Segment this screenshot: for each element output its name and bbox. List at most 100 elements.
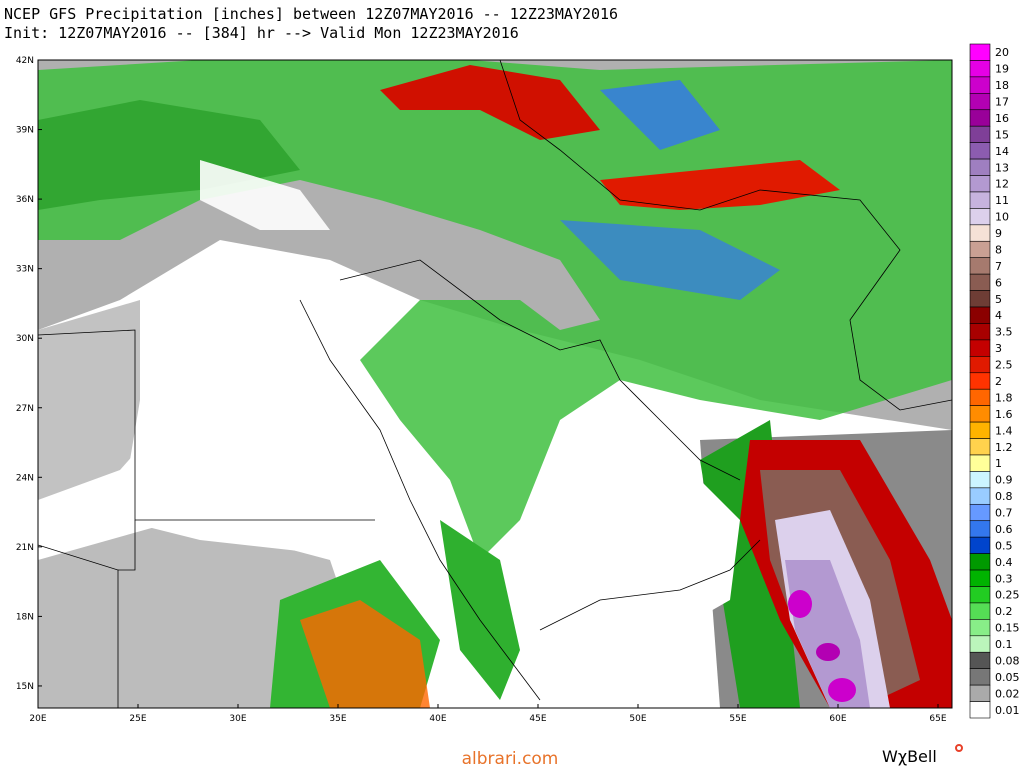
legend-label: 14 xyxy=(995,145,1009,158)
legend-label: 0.01 xyxy=(995,704,1020,717)
lat-label: 42N xyxy=(16,56,34,66)
legend-label: 0.6 xyxy=(995,523,1013,536)
legend-label: 0.25 xyxy=(995,589,1020,602)
lat-label: 18N xyxy=(16,612,34,622)
lat-label: 21N xyxy=(16,543,34,553)
lon-label: 20E xyxy=(29,714,46,724)
legend-swatch xyxy=(969,503,991,522)
legend-swatch xyxy=(969,43,991,61)
map-frame xyxy=(37,59,953,709)
legend-swatch xyxy=(969,356,991,374)
legend-label: 16 xyxy=(995,112,1009,125)
legend-label: 1 xyxy=(995,457,1002,470)
legend-label: 10 xyxy=(995,211,1009,224)
lon-label: 50E xyxy=(629,714,646,724)
legend-swatch xyxy=(969,257,991,275)
legend-label: 4 xyxy=(995,309,1002,322)
legend-swatch xyxy=(969,76,991,94)
lon-label: 60E xyxy=(829,714,846,724)
legend-label: 8 xyxy=(995,243,1002,256)
lon-label: 35E xyxy=(329,714,346,724)
legend-swatch xyxy=(969,93,991,111)
legend-swatch xyxy=(969,487,991,505)
legend-swatch xyxy=(969,142,991,160)
lon-label: 40E xyxy=(429,714,446,724)
legend-label: 0.2 xyxy=(995,605,1013,618)
lon-label: 45E xyxy=(529,714,546,724)
legend-swatch xyxy=(969,471,991,489)
legend-label: 1.8 xyxy=(995,391,1013,404)
legend-label: 0.8 xyxy=(995,490,1013,503)
legend-label: 1.4 xyxy=(995,424,1013,437)
legend-swatch xyxy=(969,668,991,686)
legend-swatch xyxy=(969,553,991,571)
legend-label: 11 xyxy=(995,194,1009,207)
legend-swatch xyxy=(969,372,991,390)
legend-label: 0.05 xyxy=(995,671,1020,684)
legend-label: 2 xyxy=(995,375,1002,388)
legend-swatch xyxy=(969,191,991,209)
legend-label: 3 xyxy=(995,342,1002,355)
legend-label: 0.15 xyxy=(995,622,1020,635)
title-line-1: NCEP GFS Precipitation [inches] between … xyxy=(4,5,618,23)
legend-label: 1.6 xyxy=(995,408,1013,421)
legend-label: 9 xyxy=(995,227,1002,240)
legend-label: 20 xyxy=(995,46,1009,59)
legend-swatch xyxy=(969,635,991,653)
brand-dot xyxy=(955,744,963,752)
legend-label: 0.1 xyxy=(995,638,1013,651)
lon-label: 65E xyxy=(929,714,946,724)
legend-label: 7 xyxy=(995,260,1002,273)
legend-label: 0.08 xyxy=(995,654,1020,667)
legend-swatch xyxy=(969,240,991,259)
legend-swatch xyxy=(969,273,991,291)
lon-label: 30E xyxy=(229,714,246,724)
legend-swatch xyxy=(969,684,991,702)
legend-swatch xyxy=(969,224,991,242)
lon-label: 25E xyxy=(129,714,146,724)
legend-label: 0.3 xyxy=(995,572,1013,585)
lon-label: 55E xyxy=(729,714,746,724)
legend-label: 2.5 xyxy=(995,359,1013,372)
legend-label: 0.7 xyxy=(995,507,1013,520)
lat-label: 15N xyxy=(16,682,34,692)
legend-swatch xyxy=(969,569,991,587)
legend-swatch xyxy=(969,60,991,78)
legend-swatch xyxy=(969,125,991,143)
legend-swatch xyxy=(969,454,991,472)
legend-swatch xyxy=(969,619,991,637)
legend-label: 0.9 xyxy=(995,474,1013,487)
legend-swatch xyxy=(969,388,991,406)
precip-field xyxy=(38,60,952,708)
brand-logo: WχBell xyxy=(882,747,937,766)
legend-label: 5 xyxy=(995,293,1002,306)
legend-swatch xyxy=(969,651,991,669)
legend-label: 18 xyxy=(995,79,1009,92)
legend-swatch xyxy=(969,602,991,620)
color-legend: 20 19 18 17 16 15 14 13 12 11 10 9 8 7 6 5 4 3.5 3 2.5 2 1.8 1… xyxy=(969,43,1020,719)
map-ticks: 42N 39N 36N 33N 30N 27N 24N 21N 18N 15N 20E 25E 30E 3… xyxy=(16,56,947,724)
legend-swatch xyxy=(969,158,991,176)
legend-swatch xyxy=(969,208,991,226)
lat-label: 33N xyxy=(16,265,34,275)
title-line-2: Init: 12Z07MAY2016 -- [384] hr --> Valid… xyxy=(4,24,519,42)
legend-label: 12 xyxy=(995,178,1009,191)
legend-swatch xyxy=(969,586,991,604)
legend-swatch xyxy=(969,323,991,341)
legend-swatch xyxy=(969,405,991,423)
legend-swatch xyxy=(969,536,991,554)
site-watermark: albrari.com xyxy=(462,749,559,768)
lat-label: 36N xyxy=(16,195,34,205)
legend-swatch xyxy=(969,339,991,357)
legend-swatch xyxy=(969,421,991,439)
legend-swatch xyxy=(969,175,991,193)
legend-swatch xyxy=(969,290,991,308)
lat-label: 30N xyxy=(16,334,34,344)
legend-label: 19 xyxy=(995,63,1009,76)
lat-label: 27N xyxy=(16,404,34,414)
legend-swatch xyxy=(969,109,991,127)
legend-swatch xyxy=(969,701,991,719)
legend-label: 3.5 xyxy=(995,326,1013,339)
legend-label: 6 xyxy=(995,276,1002,289)
